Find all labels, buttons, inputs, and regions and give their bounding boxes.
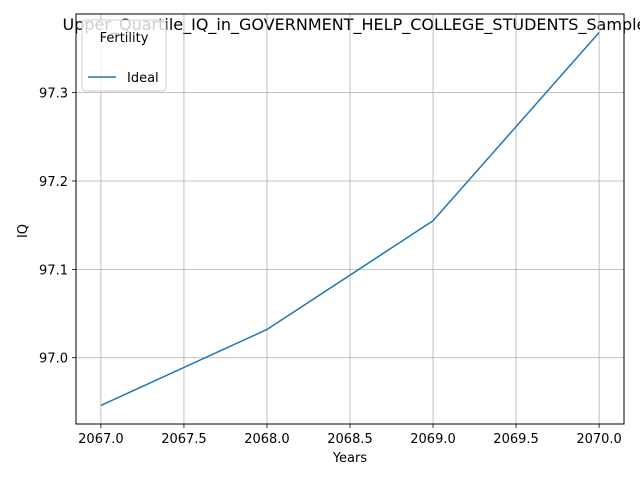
legend-title: Fertility — [100, 31, 149, 46]
x-tick-label: 2070.0 — [576, 432, 622, 447]
y-axis-label: IQ — [16, 224, 31, 238]
x-tick-label: 2069.5 — [493, 432, 539, 447]
y-tick-label: 97.3 — [39, 87, 68, 102]
x-tick-label: 2068.0 — [244, 432, 290, 447]
y-tick-label: 97.2 — [39, 175, 68, 190]
x-tick-label: 2069.0 — [410, 432, 456, 447]
x-tick-label: 2067.5 — [161, 432, 207, 447]
x-axis: 2067.0 2067.5 2068.0 2068.5 2069.0 2069.5 2070… — [78, 424, 622, 447]
legend-label-ideal: Ideal — [127, 71, 159, 86]
y-tick-label: 97.1 — [39, 263, 68, 278]
x-axis-label: Years — [332, 451, 368, 466]
x-tick-label: 2067.0 — [78, 432, 124, 447]
y-tick-label: 97.0 — [39, 352, 68, 367]
y-axis: 97.0 97.1 97.2 97.3 — [39, 87, 76, 367]
legend: Fertility Ideal — [82, 20, 166, 91]
x-tick-label: 2068.5 — [327, 432, 373, 447]
